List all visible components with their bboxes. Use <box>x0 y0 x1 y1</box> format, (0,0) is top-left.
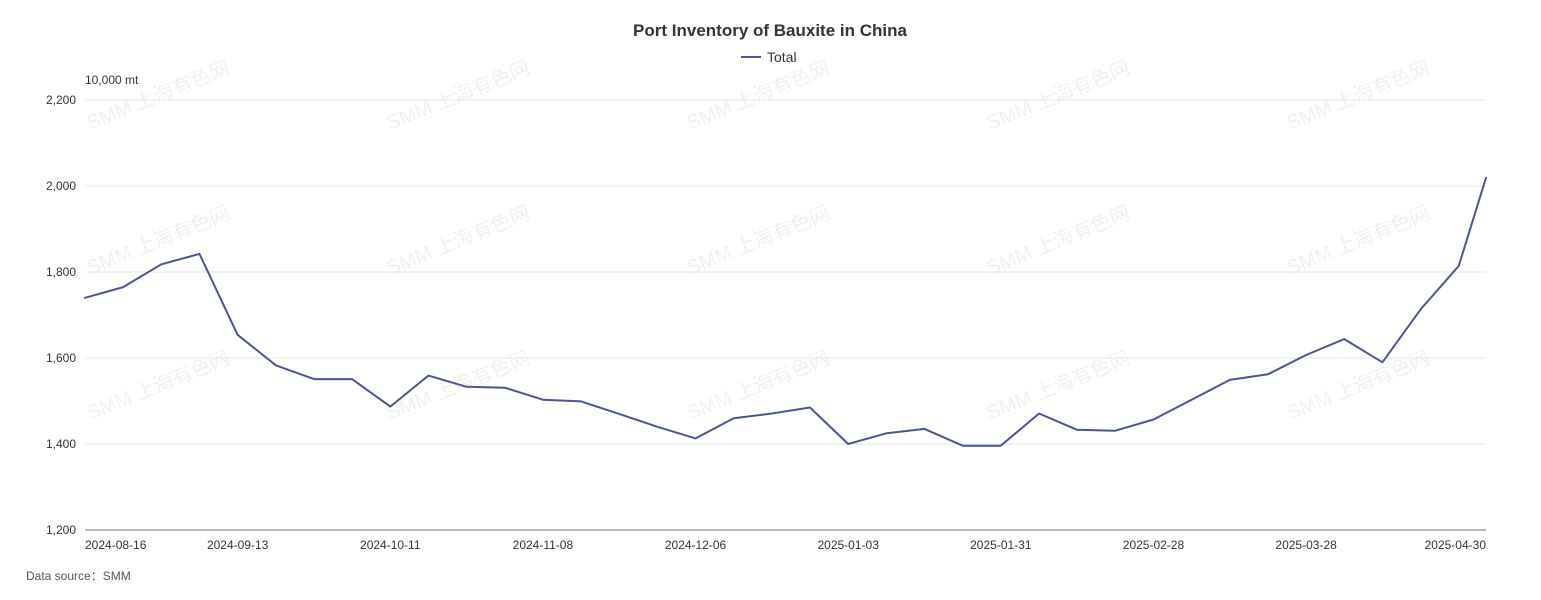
x-tick-label: 2025-03-28 <box>1275 538 1337 552</box>
watermark-text: SMM 上海有色网 <box>683 201 833 279</box>
y-tick-label: 1,600 <box>46 351 76 365</box>
data-point[interactable] <box>311 376 317 382</box>
data-point[interactable] <box>731 415 737 421</box>
chart-title: Port Inventory of Bauxite in China <box>633 21 907 40</box>
y-tick-label: 1,200 <box>46 523 76 537</box>
data-point[interactable] <box>1456 263 1462 269</box>
data-point[interactable] <box>693 435 699 441</box>
watermark-text: SMM 上海有色网 <box>1283 56 1433 134</box>
data-point[interactable] <box>387 404 393 410</box>
y-tick-label: 2,200 <box>46 93 76 107</box>
watermark-text: SMM 上海有色网 <box>83 56 233 134</box>
watermark-text: SMM 上海有色网 <box>83 201 233 279</box>
data-point[interactable] <box>1189 397 1195 403</box>
x-tick-label: 2025-02-28 <box>1123 538 1185 552</box>
data-point[interactable] <box>960 443 966 449</box>
y-tick-label: 1,800 <box>46 265 76 279</box>
data-point[interactable] <box>769 410 775 416</box>
x-tick-label: 2024-10-11 <box>360 538 421 552</box>
data-point[interactable] <box>1227 377 1233 383</box>
data-point[interactable] <box>1036 410 1042 416</box>
data-point[interactable] <box>1265 371 1271 377</box>
data-point[interactable] <box>616 411 622 417</box>
data-point[interactable] <box>235 332 241 338</box>
watermark-text: SMM 上海有色网 <box>383 201 533 279</box>
y-axis-unit-label: 10,000 mt <box>85 73 139 87</box>
legend-label-total: Total <box>767 49 797 65</box>
series-layer <box>82 175 1489 449</box>
data-point[interactable] <box>273 362 279 368</box>
data-point[interactable] <box>1303 352 1309 358</box>
x-tick-label: 2024-12-06 <box>665 538 727 552</box>
x-tick-label: 2024-09-13 <box>207 538 269 552</box>
data-point[interactable] <box>82 295 88 301</box>
y-axis-ticks: 1,200 1,400 1,600 1,800 2,000 2,200 <box>46 93 76 537</box>
data-point[interactable] <box>196 251 202 257</box>
y-tick-label: 2,000 <box>46 179 76 193</box>
data-point[interactable] <box>654 424 660 430</box>
x-tick-label: 2024-08-16 <box>85 538 147 552</box>
x-tick-label: 2025-01-03 <box>817 538 879 552</box>
data-point[interactable] <box>998 443 1004 449</box>
legend[interactable]: Total <box>741 49 797 65</box>
data-point[interactable] <box>540 397 546 403</box>
x-axis-ticks: 2024-08-16 2024-09-13 2024-10-11 2024-11-08… <box>85 538 1486 552</box>
data-point[interactable] <box>1112 428 1118 434</box>
watermark-text: SMM 上海有色网 <box>983 201 1133 279</box>
data-point[interactable] <box>425 373 431 379</box>
data-point[interactable] <box>1418 306 1424 312</box>
x-tick-label: 2025-01-31 <box>970 538 1032 552</box>
data-point[interactable] <box>1074 427 1080 433</box>
watermark-text: SMM 上海有色网 <box>1283 201 1433 279</box>
watermark-text: SMM 上海有色网 <box>983 56 1133 134</box>
grid-lines <box>85 99 1486 445</box>
x-tick-label: 2024-11-08 <box>513 538 574 552</box>
series-line-total <box>84 176 1487 447</box>
data-point[interactable] <box>349 376 355 382</box>
data-point[interactable] <box>1379 359 1385 365</box>
watermark-text: SMM 上海有色网 <box>383 56 533 134</box>
watermark-text: SMM 上海有色网 <box>683 56 833 134</box>
data-point[interactable] <box>1150 416 1156 422</box>
data-point[interactable] <box>1341 336 1347 342</box>
data-point[interactable] <box>807 404 813 410</box>
x-tick-label: 2025-04-30 <box>1425 538 1487 552</box>
data-point[interactable] <box>502 385 508 391</box>
data-point[interactable] <box>922 426 928 432</box>
y-tick-label: 1,400 <box>46 437 76 451</box>
data-point[interactable] <box>1483 175 1489 181</box>
data-point[interactable] <box>464 384 470 390</box>
data-point[interactable] <box>158 261 164 267</box>
data-source-note: Data source：SMM <box>26 569 131 583</box>
data-point[interactable] <box>578 398 584 404</box>
data-point[interactable] <box>845 441 851 447</box>
data-point[interactable] <box>883 430 889 436</box>
data-point[interactable] <box>120 284 126 290</box>
